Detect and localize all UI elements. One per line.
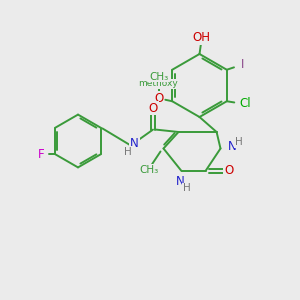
Text: O: O [224,164,233,178]
Text: F: F [38,148,44,161]
Text: CH₃: CH₃ [149,72,168,82]
Text: O: O [154,92,163,105]
Text: H: H [235,137,243,147]
Text: H: H [124,146,132,157]
Text: methoxy: methoxy [138,79,178,88]
Text: CH₃: CH₃ [139,165,158,175]
Text: OH: OH [192,31,210,44]
Text: O: O [148,101,158,115]
Text: N: N [130,136,139,150]
Text: I: I [241,58,244,71]
Text: N: N [227,140,236,154]
Text: N: N [176,175,184,188]
Text: H: H [183,183,191,194]
Text: Cl: Cl [239,97,250,110]
